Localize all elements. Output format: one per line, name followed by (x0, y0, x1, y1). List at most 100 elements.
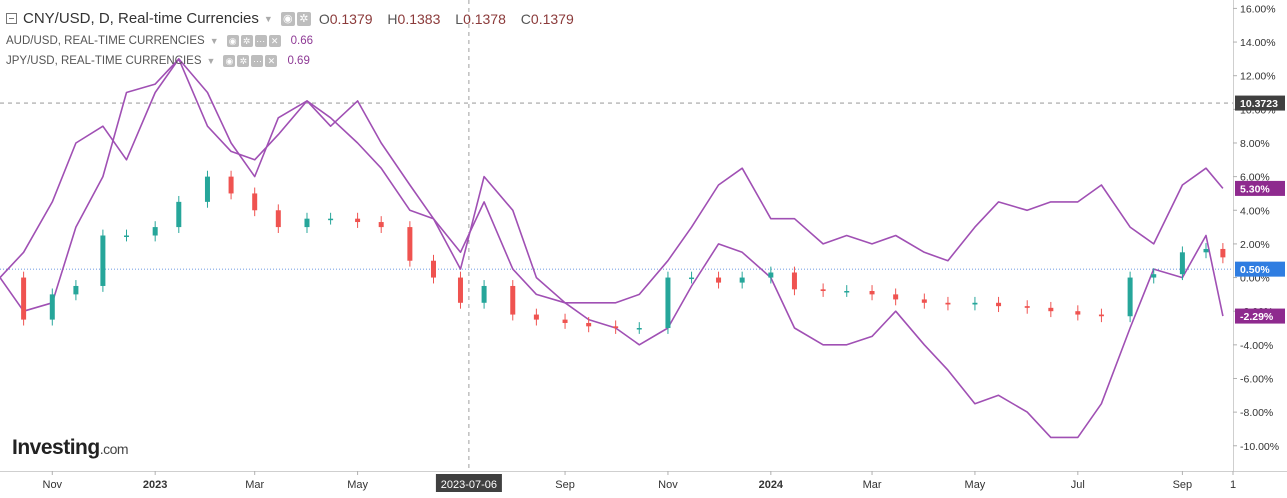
main-series-legend: CNY/USD, D, Real-time Currencies ▼ ◉ ✲ O… (6, 10, 585, 27)
y-tick-label: 12.00% (1240, 71, 1276, 83)
y-tick-label: 8.00% (1240, 138, 1270, 150)
candle-body[interactable] (176, 201, 182, 228)
ohlc-values: O0.1379 H0.1383 L0.1378 C0.1379 (319, 11, 585, 27)
candle-body[interactable] (1151, 274, 1157, 278)
candle-body[interactable] (407, 227, 413, 261)
collapse-legend-icon[interactable] (6, 13, 17, 24)
chevron-down-icon[interactable]: ▼ (206, 56, 216, 66)
candle-body[interactable] (636, 328, 642, 330)
y-tick-label: 4.00% (1240, 205, 1270, 217)
candle-body[interactable] (1024, 306, 1030, 308)
candle-body[interactable] (739, 277, 745, 283)
settings-gear-icon[interactable]: ✲ (240, 35, 253, 47)
settings-gear-icon[interactable]: ✲ (296, 11, 311, 26)
x-tick-label: Nov (43, 479, 63, 491)
y-tick-label: -6.00% (1240, 373, 1273, 385)
candle-body[interactable] (378, 222, 384, 228)
chevron-down-icon[interactable]: ▼ (209, 36, 219, 46)
candle-body[interactable] (689, 277, 695, 280)
visibility-eye-icon[interactable]: ◉ (226, 35, 239, 47)
candle-body[interactable] (996, 302, 1002, 307)
chevron-down-icon[interactable]: ▼ (263, 13, 273, 24)
menu-dots-icon[interactable]: ⋯ (254, 35, 267, 47)
candle-body[interactable] (1127, 277, 1133, 317)
candle-body[interactable] (921, 299, 927, 303)
candle-body[interactable] (768, 272, 774, 278)
series-line-jpy-usd[interactable] (0, 58, 1224, 439)
x-tick-label: Sep (555, 479, 575, 491)
crosshair-value-badge: 10.3723 (1240, 98, 1278, 110)
candle-body[interactable] (430, 260, 436, 278)
candle-body[interactable] (1048, 307, 1054, 312)
open-value: 0.1379 (329, 10, 373, 27)
candle-body[interactable] (481, 285, 487, 303)
candle-body[interactable] (49, 294, 55, 320)
candle-body[interactable] (152, 227, 158, 236)
candle-body[interactable] (791, 272, 797, 290)
compare-series-value: 0.66 (290, 35, 314, 47)
compare-series-name[interactable]: AUD/USD, REAL-TIME CURRENCIES (6, 35, 205, 47)
candle-body[interactable] (1220, 248, 1226, 258)
candle-body[interactable] (665, 277, 671, 329)
x-tick-label: Mar (245, 479, 264, 491)
candle-body[interactable] (1098, 314, 1104, 317)
candle-body[interactable] (533, 314, 539, 320)
candle-body[interactable] (228, 176, 234, 194)
menu-dots-icon[interactable]: ⋯ (251, 55, 264, 67)
candle-body[interactable] (613, 326, 619, 329)
candle-body[interactable] (204, 176, 210, 202)
candle-body[interactable] (893, 294, 899, 300)
remove-close-icon[interactable]: ✕ (265, 55, 278, 67)
y-tick-label: 2.00% (1240, 239, 1270, 251)
candle-body[interactable] (124, 235, 130, 238)
candle-body[interactable] (275, 210, 281, 228)
candle-body[interactable] (73, 285, 79, 295)
candle-body[interactable] (586, 322, 592, 327)
compare-series-legend-aud: AUD/USD, REAL-TIME CURRENCIES ▼ ◉ ✲ ⋯ ✕ … (6, 35, 313, 47)
candle-body[interactable] (716, 277, 722, 283)
candle-body[interactable] (355, 218, 361, 223)
candle-body[interactable] (1203, 248, 1209, 253)
candle-body[interactable] (510, 285, 516, 315)
compare-series-name[interactable]: JPY/USD, REAL-TIME CURRENCIES (6, 55, 202, 67)
x-tick-label: Jul (1071, 479, 1085, 491)
candle-body[interactable] (820, 289, 826, 292)
candle-body[interactable] (252, 193, 258, 211)
logo-suffix: .com (99, 441, 129, 457)
x-tick-label: May (347, 479, 368, 491)
candle-body[interactable] (457, 277, 463, 303)
candle-body[interactable] (21, 277, 27, 320)
compare-series-value: 0.69 (287, 55, 310, 67)
candle-body[interactable] (1179, 252, 1185, 275)
settings-gear-icon[interactable]: ✲ (237, 55, 250, 67)
candle-body[interactable] (100, 235, 106, 286)
visibility-eye-icon[interactable]: ◉ (223, 55, 236, 67)
candle-body[interactable] (1075, 311, 1081, 315)
compare-series-legend-jpy: JPY/USD, REAL-TIME CURRENCIES ▼ ◉ ✲ ⋯ ✕ … (6, 55, 310, 67)
close-label: C (520, 10, 531, 27)
series-line-aud-usd[interactable] (0, 58, 1224, 304)
last-value-badge-jpy-usd: -2.29% (1240, 311, 1274, 323)
candle-body[interactable] (869, 291, 875, 295)
crosshair-date-badge-bg (435, 474, 502, 492)
candle-body[interactable] (945, 302, 951, 305)
remove-close-icon[interactable]: ✕ (268, 35, 281, 47)
baseline-value-badge-bg (1235, 261, 1285, 277)
y-tick-label: -10.00% (1240, 441, 1279, 453)
crosshair-value-badge-bg (1235, 95, 1285, 111)
candle-body[interactable] (328, 218, 334, 221)
y-tick-label: 14.00% (1240, 37, 1276, 49)
crosshair-date-badge: 2023-07-06 (441, 479, 497, 491)
last-value-badge-aud-usd: 5.30% (1240, 183, 1270, 195)
y-tick-label: -8.00% (1240, 407, 1273, 419)
main-series-title[interactable]: CNY/USD, D, Real-time Currencies (23, 10, 259, 27)
candle-body[interactable] (304, 218, 310, 228)
baseline-value-badge: 0.50% (1240, 264, 1270, 276)
candle-body[interactable] (844, 291, 850, 293)
candle-body[interactable] (972, 302, 978, 305)
candle-body[interactable] (562, 319, 568, 323)
visibility-eye-icon[interactable]: ◉ (280, 11, 295, 26)
x-tick-label: Mar (863, 479, 882, 491)
